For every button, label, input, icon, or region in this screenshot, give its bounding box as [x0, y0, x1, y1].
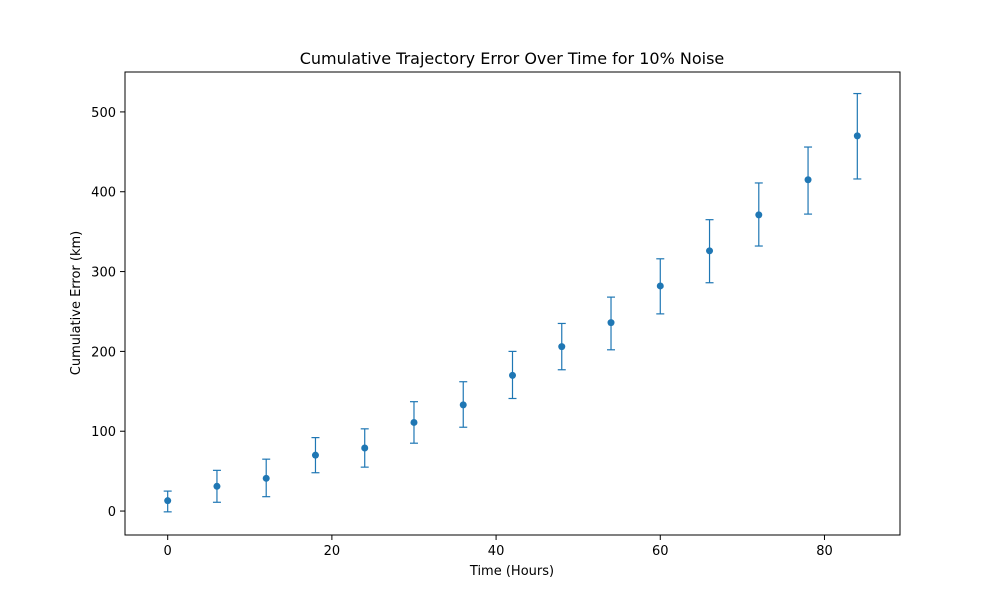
data-point — [262, 474, 270, 482]
data-point — [361, 444, 369, 452]
data-point — [213, 482, 221, 490]
data-point — [509, 371, 516, 379]
data-point — [853, 132, 861, 140]
plot-area — [124, 71, 901, 536]
x-tick-label: 80 — [816, 544, 833, 559]
y-tick-label: 500 — [91, 106, 116, 121]
data-point — [656, 282, 664, 290]
y-axis-label: Cumulative Error (km) — [69, 231, 84, 376]
x-axis-label: Time (Hours) — [469, 564, 554, 579]
data-point — [459, 401, 467, 409]
x-tick-label: 40 — [488, 544, 505, 559]
data-point — [558, 343, 566, 351]
data-point — [311, 451, 319, 459]
y-tick-label: 200 — [91, 345, 116, 360]
data-point — [410, 418, 418, 426]
data-marks — [163, 92, 862, 513]
x-tick-label: 20 — [324, 544, 341, 559]
data-point — [755, 211, 763, 219]
y-tick-label: 300 — [91, 266, 116, 281]
x-tick-label: 60 — [652, 544, 669, 559]
data-point — [804, 176, 812, 184]
x-axis-ticks: 0 20 40 60 80 — [164, 535, 833, 559]
y-tick-label: 0 — [108, 505, 116, 520]
data-point — [164, 497, 172, 505]
y-tick-label: 400 — [91, 186, 116, 201]
y-tick-label: 100 — [91, 425, 116, 440]
y-axis-ticks: 0 100 200 300 400 500 — [91, 106, 125, 520]
data-point — [607, 319, 615, 327]
chart-title: Cumulative Trajectory Error Over Time fo… — [300, 49, 725, 68]
x-tick-label: 0 — [164, 544, 172, 559]
data-point — [706, 247, 714, 255]
